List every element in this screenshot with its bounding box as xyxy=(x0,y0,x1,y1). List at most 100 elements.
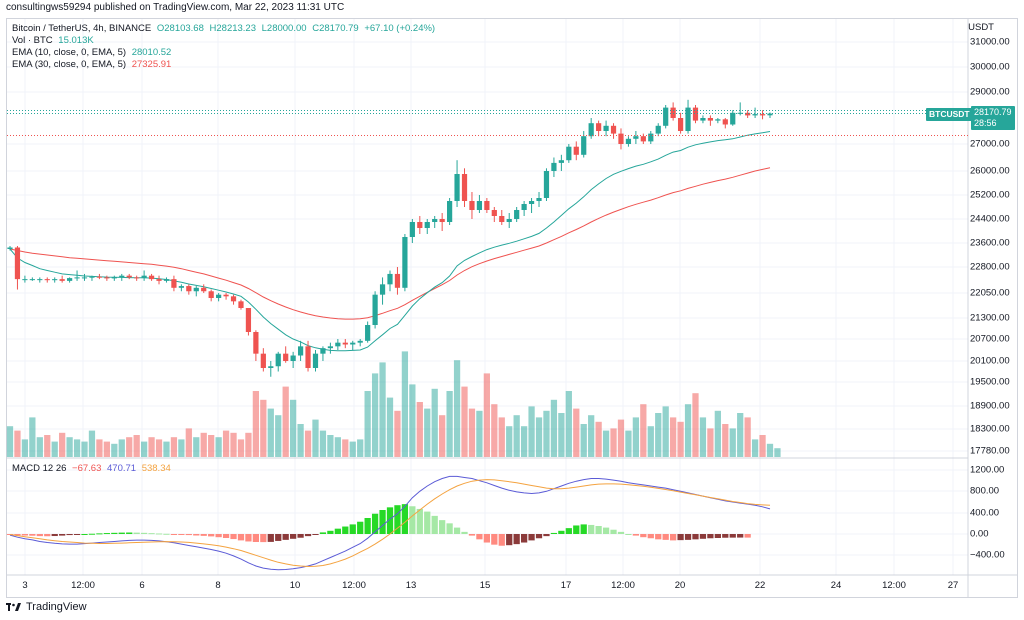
volume-label[interactable]: Vol · BTC xyxy=(12,35,53,46)
volume-bar xyxy=(118,439,125,457)
candle-body xyxy=(81,277,88,279)
macd-hist-bar xyxy=(625,534,632,535)
volume-bar xyxy=(386,397,394,457)
volume-bar xyxy=(483,373,490,457)
candle xyxy=(692,105,699,124)
candle-body xyxy=(216,294,222,298)
candle xyxy=(327,342,333,354)
candle xyxy=(521,201,527,216)
macd-label[interactable]: MACD 12 26 xyxy=(12,463,67,474)
macd-hist-bar xyxy=(163,533,170,535)
tradingview-logo[interactable]: TradingView xyxy=(6,601,87,613)
candle-body xyxy=(745,112,751,116)
candle-body xyxy=(275,353,281,367)
price-axis-unit[interactable]: USDT xyxy=(968,22,994,33)
candle xyxy=(216,293,222,302)
macd-hist-bar xyxy=(520,534,528,543)
chart-frame[interactable] xyxy=(6,18,1018,598)
macd-hist-bar xyxy=(580,524,587,534)
candle-body xyxy=(208,291,214,298)
candle xyxy=(74,270,80,281)
volume-bar xyxy=(357,439,364,457)
volume-bar xyxy=(252,391,260,457)
candle xyxy=(208,289,214,302)
candle xyxy=(22,275,28,283)
macd-hist-bar xyxy=(126,532,133,534)
candle xyxy=(156,275,162,285)
candle-body xyxy=(596,123,602,131)
ema30-label[interactable]: EMA (30, close, 0, EMA, 5) xyxy=(12,59,127,70)
macd-hist-bar xyxy=(155,533,163,535)
macd-tick-label: 800.00 xyxy=(970,485,1000,497)
candle xyxy=(700,115,706,124)
candle xyxy=(625,136,632,147)
candle-body xyxy=(469,201,475,210)
ema10-value: 28010.52 xyxy=(131,47,172,58)
candle xyxy=(245,308,252,336)
candle xyxy=(141,270,147,281)
time-tick-label: 13 xyxy=(405,580,417,591)
volume-bar xyxy=(617,419,625,457)
ohlc-high: H28213.23 xyxy=(209,23,256,34)
volume-bar xyxy=(178,439,185,457)
candle xyxy=(551,157,557,177)
ohlc-change: +67.10 (+0.24%) xyxy=(364,23,436,34)
candle-body xyxy=(677,118,684,131)
candle-body xyxy=(730,112,736,125)
volume-bar xyxy=(163,441,170,457)
macd-hist-bar xyxy=(230,534,237,540)
candle xyxy=(610,123,617,139)
macd-hist-bar xyxy=(193,534,200,536)
ema30-line xyxy=(9,167,771,320)
macd-hist-bar xyxy=(386,507,394,534)
macd-hist-bar xyxy=(215,534,222,538)
candle-body xyxy=(297,346,304,356)
macd-hist-bar xyxy=(409,506,416,534)
candle xyxy=(37,277,43,283)
macd-hist-bar xyxy=(357,521,364,534)
volume-bar xyxy=(342,439,349,457)
candle xyxy=(96,273,103,280)
candle-body xyxy=(514,210,520,219)
candle xyxy=(573,141,579,161)
candle-body xyxy=(640,136,646,142)
macd-hist-bar xyxy=(290,534,297,539)
volume-bar xyxy=(66,437,73,457)
macd-tick-label: 400.00 xyxy=(970,507,1000,519)
candle xyxy=(484,198,490,213)
volume-bar xyxy=(528,406,535,457)
candle xyxy=(752,107,758,118)
macd-hist-bar xyxy=(610,529,617,534)
symbol-label[interactable]: Bitcoin / TetherUS, 4h, BINANCE xyxy=(12,23,152,34)
macd-hist-bar xyxy=(550,532,558,534)
candle-body xyxy=(305,346,311,368)
volume-bar xyxy=(245,432,252,457)
candle-body xyxy=(59,279,65,281)
candle-body xyxy=(126,275,132,278)
ema10-label[interactable]: EMA (10, close, 0, EMA, 5) xyxy=(12,47,127,58)
candle xyxy=(402,234,408,292)
price-tick-label: 18900.00 xyxy=(970,400,1010,412)
candle xyxy=(685,99,691,134)
time-tick-label: 20 xyxy=(674,580,686,591)
candle xyxy=(230,294,237,305)
candle-body xyxy=(223,294,229,297)
time-tick-label: 12:00 xyxy=(342,580,366,591)
candle-body xyxy=(253,332,259,354)
candle xyxy=(44,277,50,283)
macd-hist-bar xyxy=(178,534,185,535)
volume-bar xyxy=(185,428,192,457)
macd-hist-bar xyxy=(431,515,438,534)
candle-body xyxy=(506,219,512,222)
time-tick-label: 15 xyxy=(479,580,491,591)
candle-body xyxy=(283,353,289,361)
candle-body xyxy=(245,308,252,332)
candle-body xyxy=(342,342,348,345)
candle-body xyxy=(499,216,505,222)
candle xyxy=(745,110,751,118)
price-guides xyxy=(7,110,968,137)
macd-hist-bar xyxy=(394,505,401,534)
candle-body xyxy=(402,237,408,288)
candle xyxy=(506,213,512,228)
